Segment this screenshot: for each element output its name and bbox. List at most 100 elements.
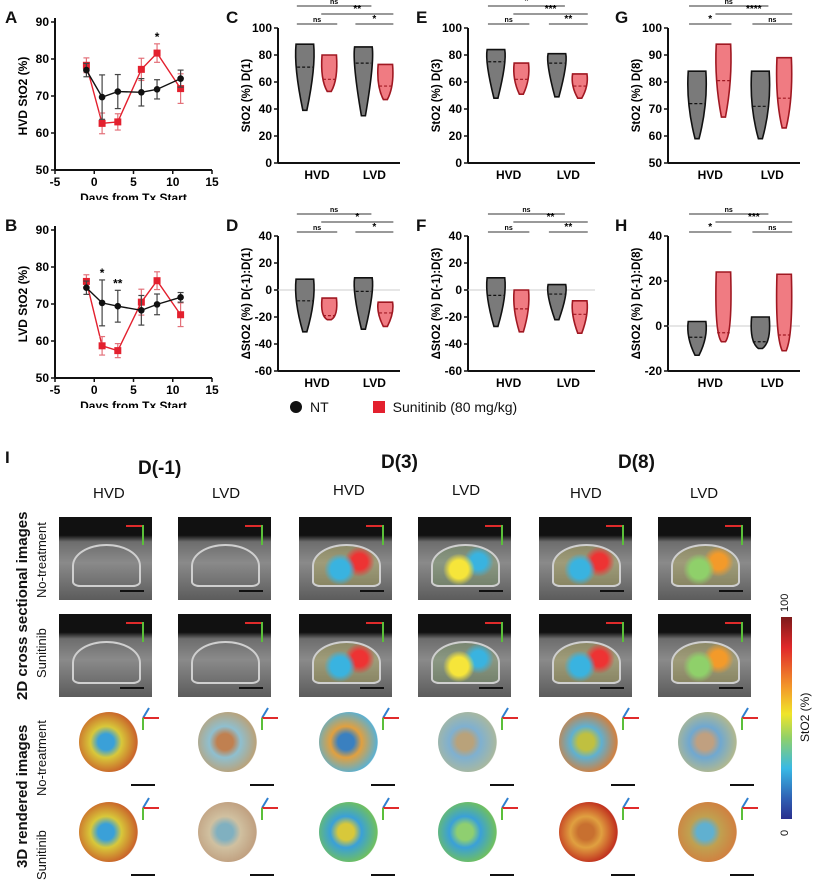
y-tick-label: 80 <box>36 52 50 66</box>
row-label-no-treatment: No-treatment <box>34 720 49 796</box>
group-label: HVD <box>333 482 365 499</box>
violin-sunitinib <box>715 271 732 343</box>
x-tick-label: 10 <box>166 175 180 189</box>
y-tick-label: 0 <box>265 283 272 297</box>
axis-arrow-icon <box>245 525 263 527</box>
scale-bar <box>600 687 624 689</box>
significance-label: ns <box>522 208 530 214</box>
significance-label: ns <box>313 17 321 24</box>
data-point-nt <box>138 89 145 96</box>
x-tick-label: LVD <box>761 168 784 182</box>
significance-label: ns <box>725 0 733 6</box>
violin-sunitinib <box>512 289 530 333</box>
y-tick-label: 60 <box>259 75 273 89</box>
ultrasound-image <box>658 517 751 600</box>
legend: NT Sunitinib (80 mg/kg) <box>290 399 517 415</box>
violin-nt <box>546 52 567 98</box>
3d-axis-icon <box>738 796 760 822</box>
violin-nt <box>546 283 567 321</box>
data-point-nt <box>98 299 106 307</box>
y-tick-label: 70 <box>36 297 50 311</box>
y-tick-label: 50 <box>649 156 663 170</box>
scale-bar <box>611 874 635 876</box>
3d-rendered-tumor <box>678 712 738 772</box>
y-tick-label: 40 <box>449 229 463 243</box>
chart-d-violin-delta-d1: -60 -40 -20 0 20 40 HVD LVD ΔStO2 (%) D(-1):D(1)… <box>241 208 400 390</box>
data-point-nt <box>83 284 90 292</box>
colorbar-min: 0 <box>779 829 791 836</box>
y-tick-label: 50 <box>36 371 50 385</box>
tumor-overlay <box>72 640 142 685</box>
series-line <box>85 51 182 125</box>
legend-nt-marker <box>290 401 302 413</box>
axis-arrow-icon <box>501 622 503 642</box>
panel-label-g: G <box>615 8 629 27</box>
3d-axis-icon <box>258 706 280 732</box>
significance-label: ns <box>725 208 733 214</box>
significance-label: ** <box>353 4 361 15</box>
ultrasound-image <box>539 614 632 697</box>
significance-label: **** <box>746 4 762 15</box>
colorbar-label: StO2 (%) <box>798 692 812 742</box>
y-tick-label: 20 <box>449 256 463 270</box>
x-tick-label: 5 <box>130 383 137 397</box>
y-tick-label: 80 <box>259 48 273 62</box>
data-point-sunitinib <box>114 118 122 126</box>
tumor-overlay <box>671 543 741 588</box>
y-tick-label: 60 <box>36 334 50 348</box>
significance-label: ** <box>547 212 555 223</box>
x-tick-label: HVD <box>496 376 522 390</box>
y-tick-label: 20 <box>259 256 273 270</box>
data-point-sunitinib <box>177 311 185 319</box>
x-tick-label: -5 <box>50 175 61 189</box>
significance-label: * <box>524 0 528 7</box>
scale-bar <box>719 687 743 689</box>
axis-arrow-icon <box>366 622 384 624</box>
violin-sunitinib <box>512 62 530 95</box>
series-line <box>85 69 181 98</box>
tumor-overlay <box>431 543 501 588</box>
panel-label-f: F <box>416 216 427 235</box>
significance-label: ns <box>330 208 338 214</box>
axis-arrow-icon <box>501 525 503 545</box>
panel-label-h: H <box>615 216 628 235</box>
ultrasound-image <box>59 614 152 697</box>
y-axis-title: LVD StO2 (%) <box>16 266 30 342</box>
scale-bar <box>371 874 395 876</box>
axis-arrow-icon <box>245 622 263 624</box>
scale-bar <box>250 784 274 786</box>
y-tick-label: 0 <box>655 319 662 333</box>
stO2-colorbar <box>781 617 792 819</box>
scale-bar <box>730 784 754 786</box>
y-tick-label: 90 <box>36 15 50 29</box>
y-tick-label: 70 <box>36 89 50 103</box>
y-tick-label: 90 <box>649 48 663 62</box>
y-axis-title: ΔStO2 (%) D(-1):D(8) <box>631 247 643 359</box>
data-point-nt <box>83 66 90 74</box>
y-tick-label: -20 <box>645 364 663 378</box>
scale-bar <box>239 590 263 592</box>
significance-label: *** <box>545 4 557 15</box>
violin-nt <box>294 43 315 112</box>
day-title-dm1: D(-1) <box>138 458 182 479</box>
3d-axis-icon <box>379 706 401 732</box>
significance-label: ns <box>505 17 513 24</box>
tumor-overlay <box>312 543 382 588</box>
significance-label: * <box>708 14 712 25</box>
3d-rendered-tumor <box>438 712 498 772</box>
y-tick-label: 60 <box>449 75 463 89</box>
axis-arrow-icon <box>485 525 503 527</box>
day-title-d8: D(8) <box>618 452 655 473</box>
chart-b-lvd-timecourse: 50 60 70 80 90 -5 0 5 10 15 Days from Tx Start LVD … <box>16 223 219 408</box>
chart-f-violin-delta-d3: -60 -40 -20 0 20 40 HVD LVD ΔStO2 (%) D(-1):D(3)… <box>431 208 595 390</box>
significance-marker: * <box>155 30 160 44</box>
violin-nt <box>750 316 771 350</box>
section-label-2d: 2D cross sectional images <box>14 511 31 700</box>
y-tick-label: -60 <box>255 364 273 378</box>
legend-sunitinib-marker <box>372 401 385 413</box>
row-label-sunitinib: Sunitinib <box>34 628 49 678</box>
y-tick-label: -40 <box>445 337 463 351</box>
data-point-sunitinib <box>98 119 106 127</box>
row-label-no-treatment: No-treatment <box>34 522 49 598</box>
3d-rendered-tumor <box>198 802 258 862</box>
